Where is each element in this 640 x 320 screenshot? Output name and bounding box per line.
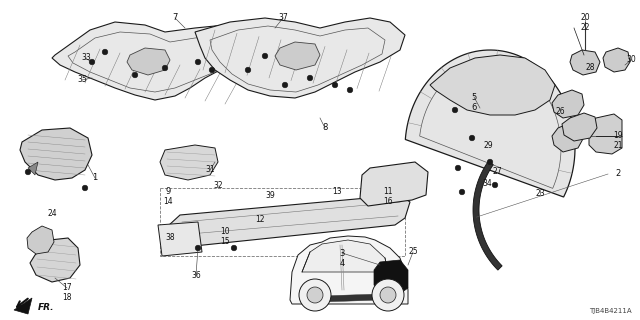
Text: 8: 8 [323, 124, 328, 132]
Text: 3: 3 [339, 249, 345, 258]
Text: 31: 31 [205, 165, 215, 174]
Circle shape [245, 67, 251, 73]
Text: 25: 25 [408, 247, 418, 257]
Text: 38: 38 [165, 234, 175, 243]
Circle shape [452, 107, 458, 113]
Circle shape [209, 67, 215, 73]
Text: 6: 6 [471, 102, 477, 111]
Circle shape [380, 287, 396, 303]
Polygon shape [570, 50, 600, 75]
Text: 23: 23 [535, 189, 545, 198]
Text: 18: 18 [62, 293, 72, 302]
Polygon shape [302, 240, 388, 272]
Text: 28: 28 [585, 63, 595, 73]
Circle shape [307, 75, 313, 81]
Text: 7: 7 [172, 13, 178, 22]
Polygon shape [552, 90, 584, 118]
Circle shape [195, 59, 201, 65]
Text: 29: 29 [483, 140, 493, 149]
Polygon shape [430, 55, 555, 115]
Text: 39: 39 [265, 191, 275, 201]
Text: 35: 35 [77, 76, 87, 84]
Polygon shape [589, 114, 622, 154]
Polygon shape [30, 238, 80, 282]
Circle shape [82, 185, 88, 191]
Text: 24: 24 [47, 209, 57, 218]
Text: 19: 19 [613, 132, 623, 140]
Text: 1: 1 [92, 173, 98, 182]
Text: 22: 22 [580, 23, 589, 33]
Circle shape [25, 169, 31, 175]
Circle shape [347, 87, 353, 93]
Text: 27: 27 [492, 167, 502, 177]
Circle shape [195, 245, 201, 251]
Circle shape [487, 159, 493, 165]
Circle shape [231, 245, 237, 251]
Text: 16: 16 [383, 197, 393, 206]
Circle shape [460, 189, 465, 195]
Circle shape [455, 165, 461, 171]
Text: 14: 14 [163, 197, 173, 206]
Text: 32: 32 [213, 180, 223, 189]
Text: 17: 17 [62, 284, 72, 292]
Polygon shape [374, 260, 408, 295]
Circle shape [332, 82, 338, 88]
Polygon shape [52, 22, 265, 100]
Text: 10: 10 [220, 227, 230, 236]
Text: TJB4B4211A: TJB4B4211A [589, 308, 632, 314]
Text: 13: 13 [332, 188, 342, 196]
Polygon shape [275, 42, 320, 70]
Polygon shape [360, 162, 428, 206]
Circle shape [262, 53, 268, 59]
Circle shape [132, 72, 138, 78]
Polygon shape [195, 18, 405, 98]
Polygon shape [405, 50, 575, 197]
Polygon shape [165, 195, 410, 248]
Polygon shape [473, 161, 502, 270]
Text: 15: 15 [220, 236, 230, 245]
Text: FR.: FR. [38, 303, 54, 313]
Polygon shape [127, 48, 170, 75]
Polygon shape [14, 298, 32, 314]
Text: 34: 34 [482, 180, 492, 188]
Text: 20: 20 [580, 13, 590, 22]
Polygon shape [290, 236, 408, 304]
Text: 37: 37 [278, 13, 288, 22]
Text: 4: 4 [339, 259, 344, 268]
Polygon shape [562, 113, 597, 141]
Circle shape [372, 279, 404, 311]
Polygon shape [552, 122, 584, 152]
Text: 33: 33 [81, 53, 91, 62]
Polygon shape [20, 128, 92, 180]
Circle shape [162, 65, 168, 71]
Text: 30: 30 [626, 55, 636, 65]
Text: 21: 21 [613, 141, 623, 150]
Text: 11: 11 [383, 188, 393, 196]
Text: 9: 9 [165, 188, 171, 196]
Circle shape [282, 82, 288, 88]
Circle shape [299, 279, 331, 311]
Polygon shape [27, 226, 54, 254]
Polygon shape [158, 222, 202, 256]
Text: 2: 2 [616, 170, 621, 179]
Circle shape [469, 135, 475, 141]
Text: 5: 5 [472, 92, 477, 101]
Circle shape [307, 287, 323, 303]
Text: 36: 36 [191, 270, 201, 279]
Circle shape [89, 59, 95, 65]
Polygon shape [603, 48, 630, 72]
Circle shape [102, 49, 108, 55]
Text: 12: 12 [255, 215, 265, 225]
Circle shape [492, 182, 498, 188]
Polygon shape [160, 145, 218, 180]
Polygon shape [320, 294, 382, 302]
Polygon shape [28, 162, 38, 175]
Text: 26: 26 [555, 108, 565, 116]
